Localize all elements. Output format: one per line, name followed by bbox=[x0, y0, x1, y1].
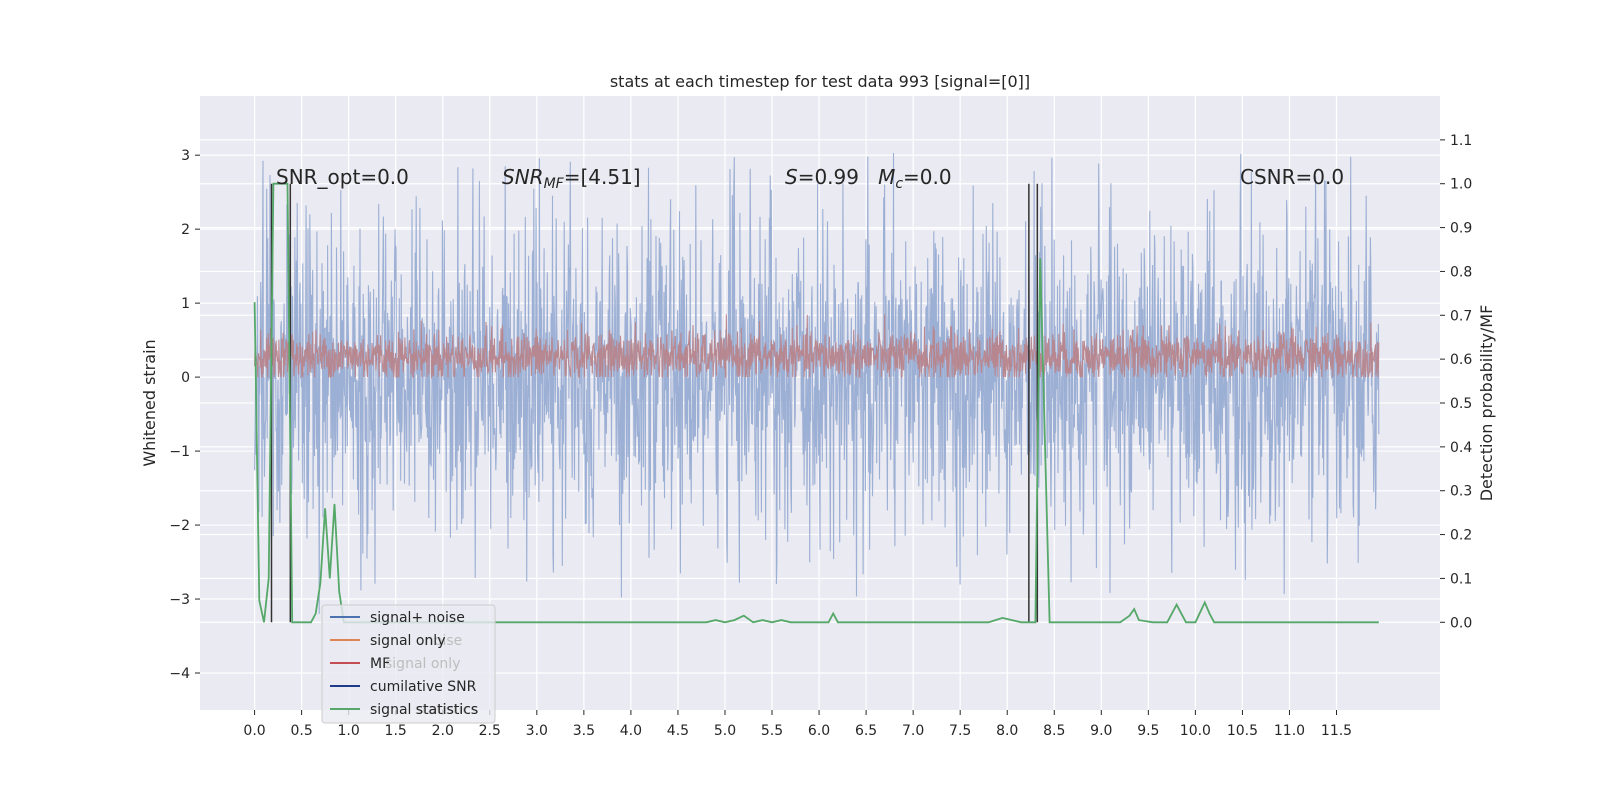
annotation-mc-sub: c bbox=[895, 176, 903, 192]
x-tick-label: 6.0 bbox=[808, 723, 830, 739]
y-right-tick-label: 0.0 bbox=[1450, 615, 1472, 631]
annotation-snr-mf: SNRMF=[4.51] bbox=[502, 165, 641, 192]
y-right-tick-label: 0.5 bbox=[1450, 396, 1472, 412]
annotation-csnr: CSNR=0.0 bbox=[1240, 165, 1344, 189]
x-tick-label: 1.0 bbox=[338, 723, 360, 739]
annotation-snr-opt: SNR_opt=0.0 bbox=[276, 165, 409, 189]
x-tick-label: 4.0 bbox=[620, 723, 642, 739]
legend-label-mf: MF bbox=[370, 656, 390, 672]
x-tick-label: 10.0 bbox=[1180, 723, 1211, 739]
x-tick-label: 2.5 bbox=[479, 723, 501, 739]
x-tick-label: 5.0 bbox=[714, 723, 736, 739]
signal-noise-line bbox=[254, 152, 1380, 615]
x-axis-ticks: 0.0 0.5 1.0 1.5 2.0 2.5 3.0 3.5 4.0 4.5 5.0 5.5 6.0 6… bbox=[243, 710, 1352, 739]
y-right-tick-label: 0.7 bbox=[1450, 308, 1472, 324]
signal-statistics-line bbox=[253, 182, 1379, 624]
y-left-tick-label: −2 bbox=[169, 518, 190, 534]
x-tick-label: 0.0 bbox=[243, 723, 265, 739]
y-right-tick-label: 0.9 bbox=[1450, 221, 1472, 237]
legend-box bbox=[321, 604, 496, 724]
legend: noise signal only statistics signal+ noi… bbox=[321, 604, 496, 724]
y-left-tick-label: 3 bbox=[181, 148, 190, 164]
y-left-tick-label: −4 bbox=[169, 666, 190, 682]
y-right-tick-label: 0.4 bbox=[1450, 440, 1472, 456]
legend-ghost-noise: noise bbox=[425, 633, 462, 649]
y-left-tick-label: 0 bbox=[181, 370, 190, 386]
x-tick-label: 4.5 bbox=[667, 723, 689, 739]
mf-line bbox=[254, 314, 1380, 380]
mf-series bbox=[254, 314, 1380, 380]
y-left-axis-ticks: −4 −3 −2 −1 0 1 2 3 bbox=[169, 148, 200, 682]
x-tick-label: 3.5 bbox=[573, 723, 595, 739]
x-tick-label: 9.0 bbox=[1090, 723, 1112, 739]
annotations: SNR_opt=0.0 SNRMF=[4.51] S=0.99 Mc=0.0 C… bbox=[276, 165, 1344, 192]
annotation-snr-mf-prefix: SNR bbox=[502, 165, 544, 189]
annotation-s-value: =0.99 bbox=[798, 165, 878, 189]
x-tick-label: 0.5 bbox=[290, 723, 312, 739]
legend-label-signal-only: signal only bbox=[370, 633, 445, 649]
y-right-tick-label: 0.1 bbox=[1450, 571, 1472, 587]
x-tick-label: 3.0 bbox=[526, 723, 548, 739]
y-right-axis-title: Detection probability/MF bbox=[1477, 305, 1496, 502]
annotation-s-mc: S=0.99 Mc=0.0 bbox=[785, 165, 952, 192]
y-left-tick-label: −3 bbox=[169, 592, 190, 608]
signal-noise-series bbox=[254, 152, 1380, 615]
x-tick-label: 1.5 bbox=[385, 723, 407, 739]
signal-statistics-series bbox=[253, 182, 1379, 624]
y-left-tick-label: −1 bbox=[169, 444, 190, 460]
annotation-snr-mf-value: =[4.51] bbox=[564, 165, 641, 189]
y-right-tick-label: 1.0 bbox=[1450, 177, 1472, 193]
legend-label-cumilative-snr: cumilative SNR bbox=[370, 679, 477, 695]
x-tick-label: 2.0 bbox=[432, 723, 454, 739]
x-tick-label: 9.5 bbox=[1137, 723, 1159, 739]
y-right-tick-label: 0.6 bbox=[1450, 352, 1472, 368]
chart-title: stats at each timestep for test data 993… bbox=[610, 72, 1030, 91]
x-tick-label: 7.5 bbox=[949, 723, 971, 739]
y-left-tick-label: 1 bbox=[181, 296, 190, 312]
y-right-tick-label: 1.1 bbox=[1450, 133, 1472, 149]
y-left-tick-label: 2 bbox=[181, 222, 190, 238]
legend-label-signal-statistics: signal statistics bbox=[370, 702, 478, 718]
legend-ghost-signal-only: signal only bbox=[385, 656, 460, 672]
x-tick-label: 7.0 bbox=[902, 723, 924, 739]
annotation-snr-mf-sub: MF bbox=[544, 176, 565, 192]
x-tick-label: 8.0 bbox=[996, 723, 1018, 739]
x-tick-label: 10.5 bbox=[1227, 723, 1258, 739]
annotation-mc-prefix: M bbox=[878, 165, 895, 189]
legend-ghost-statistics: statistics bbox=[415, 702, 477, 718]
y-right-tick-label: 0.3 bbox=[1450, 484, 1472, 500]
x-tick-label: 11.5 bbox=[1321, 723, 1352, 739]
y-right-axis-ticks: 0.0 0.1 0.2 0.3 0.4 0.5 0.6 0.7 0.8 0.9 1.0 1.1 bbox=[1440, 133, 1472, 631]
x-tick-label: 8.5 bbox=[1043, 723, 1065, 739]
x-tick-label: 5.5 bbox=[761, 723, 783, 739]
y-right-tick-label: 0.8 bbox=[1450, 264, 1472, 280]
y-right-tick-label: 0.2 bbox=[1450, 528, 1472, 544]
x-tick-label: 6.5 bbox=[855, 723, 877, 739]
legend-label-signal-noise: signal+ noise bbox=[370, 610, 465, 626]
x-tick-label: 11.0 bbox=[1274, 723, 1305, 739]
annotation-mc-value: =0.0 bbox=[903, 165, 952, 189]
y-left-axis-title: Whitened strain bbox=[140, 339, 159, 466]
annotation-s-prefix: S bbox=[785, 165, 798, 189]
